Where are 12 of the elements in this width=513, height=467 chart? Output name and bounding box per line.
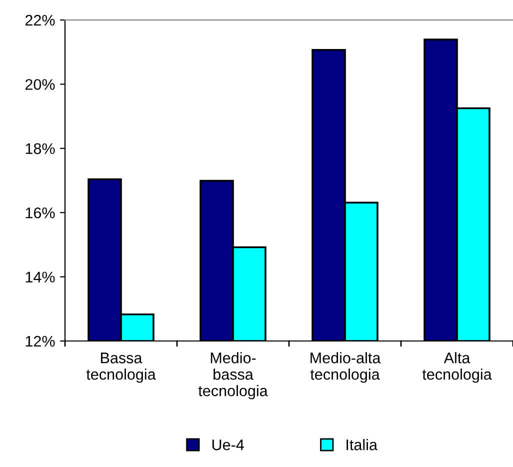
y-tick-label: 18% — [26, 143, 55, 154]
x-tick-label: Bassa tecnologia — [86, 352, 156, 383]
y-tick-label: 12% — [26, 336, 55, 347]
x-tick-label: Alta tecnologia — [422, 352, 492, 383]
legend-label: Italia — [346, 439, 378, 450]
legend-label: Ue-4 — [212, 440, 244, 450]
x-tick-label: Medio-alta tecnologia — [310, 352, 381, 383]
y-tick-label: 22% — [25, 14, 55, 26]
y-tick-label: 16% — [26, 207, 55, 218]
y-tick-label: 20% — [25, 79, 55, 90]
x-tick-label: Medio- bassa tecnologia — [198, 352, 268, 400]
y-tick-label: 14% — [26, 272, 55, 282]
